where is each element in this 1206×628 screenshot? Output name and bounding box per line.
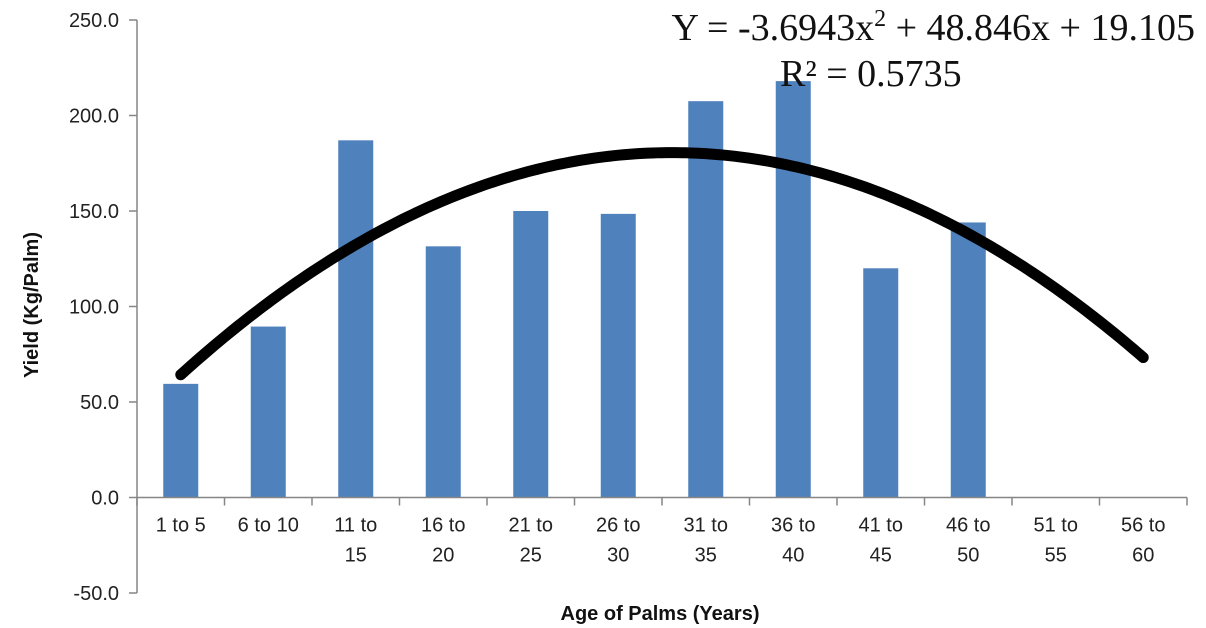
x-tick-label: 26 to 30 [596,515,640,567]
x-tick-label: 6 to 10 [238,515,299,537]
y-tick-label: -50.0 [73,583,119,605]
x-tick-label: 21 to 25 [509,515,553,567]
x-tick-label: 56 to 60 [1121,515,1165,567]
x-tick-label: 16 to 20 [421,515,465,567]
x-tick-label: 11 to 15 [334,515,377,567]
y-tick-label: 200.0 [69,106,119,128]
y-tick-label: 150.0 [69,201,119,223]
bar [775,81,811,498]
bar [688,101,724,498]
x-axis-title: Age of Palms (Years) [561,603,760,625]
x-tick-label: 46 to 50 [946,515,990,567]
y-axis-title: Yield (Kg/Palm) [21,232,43,378]
x-tick-label: 41 to 45 [859,515,903,567]
bar [600,213,636,498]
bars-group [163,81,986,498]
x-tick-label: 31 to 35 [684,515,728,567]
y-tick-label: 100.0 [69,297,119,319]
x-tick-label: 51 to 55 [1034,515,1078,567]
trendline-r2: R² = 0.5735 [780,53,962,95]
y-tick-label: 0.0 [91,488,119,510]
bar [513,211,549,498]
bar [425,246,461,498]
bar [250,326,286,498]
trendline [175,147,1149,381]
x-tick-label: 1 to 5 [156,515,206,537]
y-axis: -50.0 0.0 50.0 100.0 150.0 200.0 250.0 [69,10,138,605]
trendline-equation: Y = -3.6943x2 + 48.846x + 19.105 [672,6,1196,49]
y-tick-label: 250.0 [69,10,119,32]
bar [863,268,899,498]
y-tick-label: 50.0 [80,392,119,414]
x-axis: 1 to 5 6 to 10 11 to 15 16 to 20 21 to 25 26 to 3… [136,496,1188,567]
bar [338,140,374,498]
bar [950,222,986,498]
x-tick-label: 36 to 40 [771,515,815,567]
bar [163,383,199,498]
